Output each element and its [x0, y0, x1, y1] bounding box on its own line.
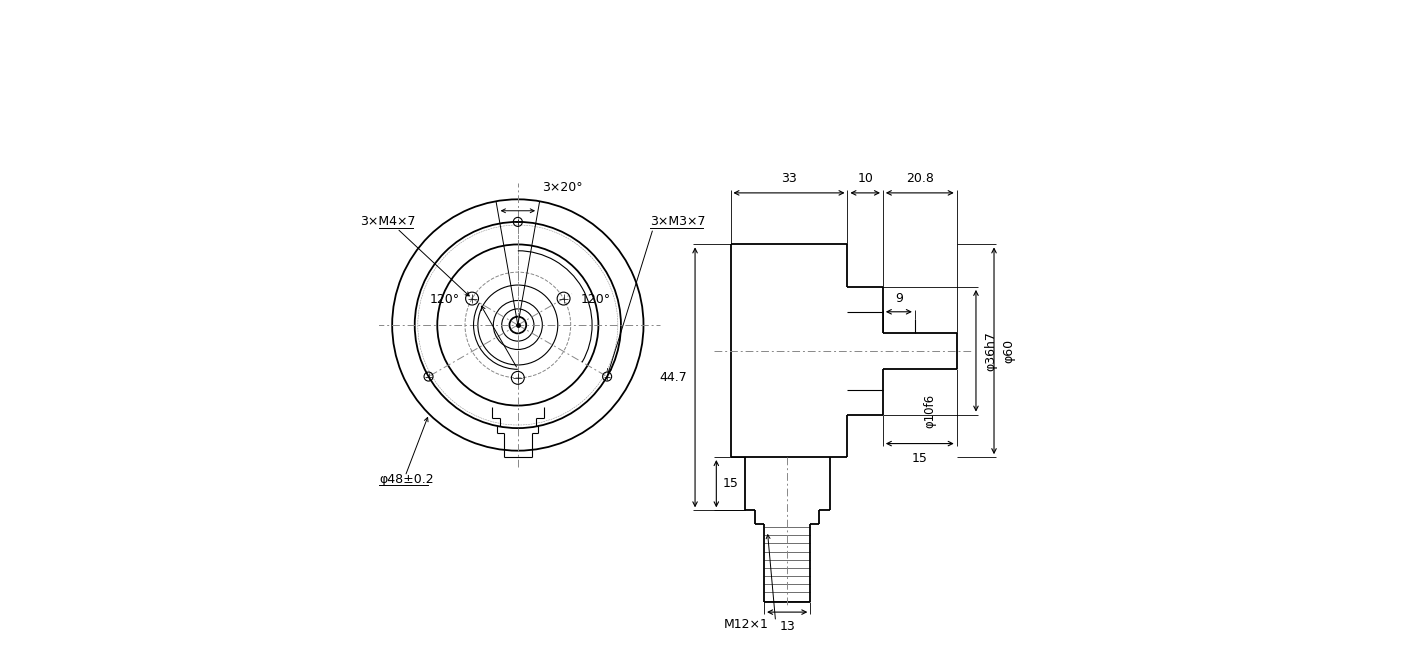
- Text: 3×20°: 3×20°: [543, 181, 584, 194]
- Text: 120°: 120°: [581, 292, 610, 306]
- Text: φ36h7: φ36h7: [985, 331, 998, 370]
- Text: 44.7: 44.7: [659, 371, 686, 384]
- Text: 3×M3×7: 3×M3×7: [650, 215, 706, 228]
- Text: 13: 13: [779, 621, 796, 634]
- Text: 9: 9: [895, 292, 902, 306]
- Text: φ48±0.2: φ48±0.2: [379, 473, 434, 486]
- Text: φ10f6: φ10f6: [923, 395, 936, 428]
- Text: 10: 10: [857, 172, 873, 185]
- Text: 33: 33: [781, 172, 797, 185]
- Text: M12×1: M12×1: [724, 619, 769, 632]
- Text: 3×M4×7: 3×M4×7: [361, 215, 415, 228]
- Text: 20.8: 20.8: [906, 172, 934, 185]
- Text: 15: 15: [912, 452, 927, 465]
- Text: φ60: φ60: [1002, 339, 1016, 363]
- Text: 15: 15: [723, 477, 738, 490]
- Text: 120°: 120°: [429, 292, 460, 306]
